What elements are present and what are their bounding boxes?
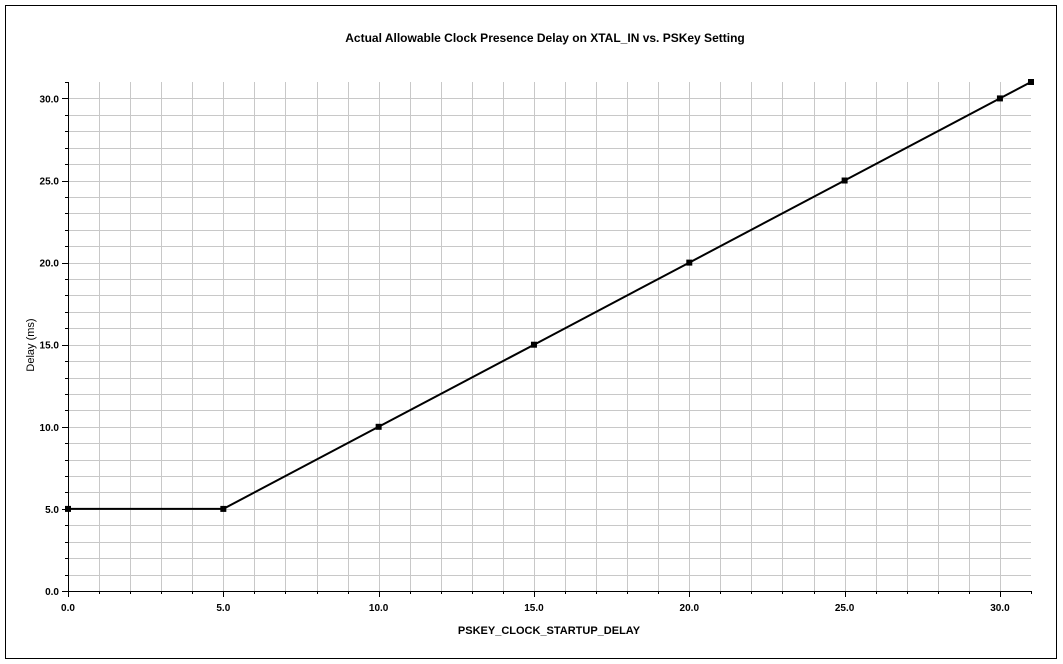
x-tick-label: 0.0: [61, 603, 75, 614]
x-tick-label: 15.0: [524, 603, 544, 614]
data-point: [841, 177, 848, 184]
x-tick-label: 5.0: [216, 603, 230, 614]
data-point: [686, 259, 693, 266]
y-tick-label: 25.0: [40, 177, 60, 188]
x-tick-label: 25.0: [835, 603, 855, 614]
y-tick-label: 20.0: [40, 259, 60, 270]
y-tick-label: 0.0: [45, 587, 59, 598]
x-axis-label: PSKEY_CLOCK_STARTUP_DELAY: [458, 625, 641, 637]
data-point: [375, 423, 382, 430]
chart-title: Actual Allowable Clock Presence Delay on…: [345, 31, 744, 45]
y-tick-label: 10.0: [40, 423, 60, 434]
y-tick-label: 30.0: [40, 94, 60, 105]
data-point: [220, 505, 227, 512]
series-layer: [65, 79, 1034, 512]
data-point: [65, 505, 71, 512]
y-tick-label: 15.0: [40, 341, 60, 352]
series-line: [68, 81, 1032, 510]
x-tick-label: 30.0: [990, 603, 1010, 614]
x-tick-label: 10.0: [369, 603, 389, 614]
data-point: [530, 341, 537, 348]
y-tick-label: 5.0: [45, 505, 59, 516]
data-point: [996, 95, 1003, 102]
data-point: [1028, 79, 1034, 85]
x-tick-label: 20.0: [680, 603, 700, 614]
y-axis-label: Delay (ms): [25, 318, 37, 371]
tick-layer: 0.0 5.0 10.0 15.0 20.0 25.0 30.0 0.0 5.0 10.0 15.0…: [40, 94, 1011, 614]
